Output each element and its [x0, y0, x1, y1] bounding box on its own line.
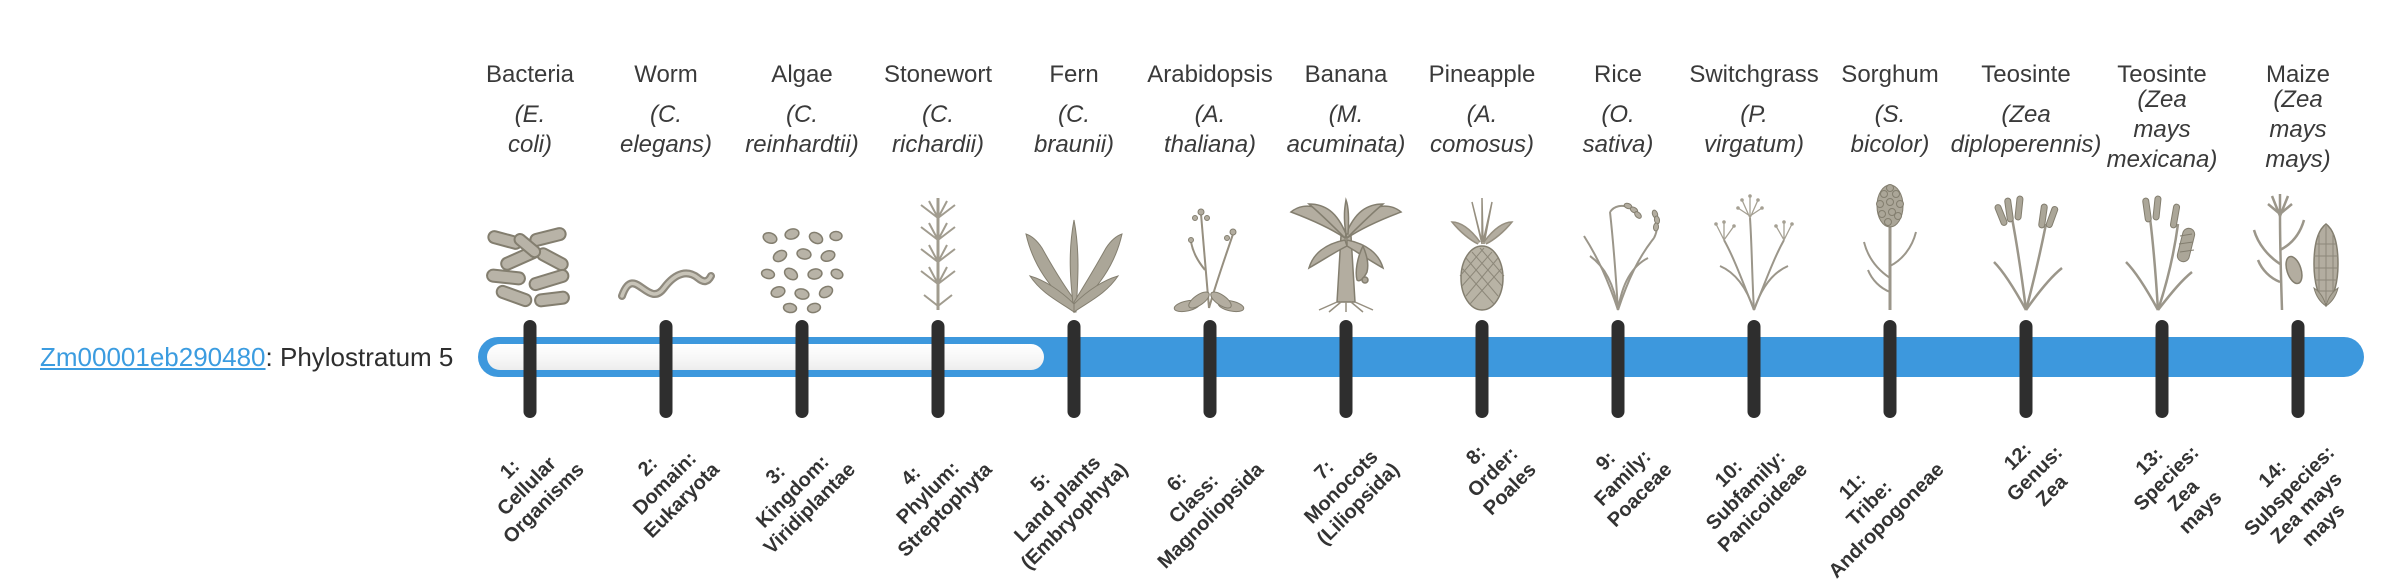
organism-common-name: Teosinte	[2117, 61, 2207, 88]
stonewort-engraving-illustration	[863, 176, 1013, 314]
timeline-tick	[523, 320, 537, 418]
teosinte2-engraving-illustration	[2087, 176, 2237, 314]
fern-engraving-illustration	[999, 176, 1149, 314]
organism-common-name: Worm	[634, 61, 698, 88]
algae-engraving-illustration	[727, 176, 877, 314]
organism-common-name: Rice	[1593, 61, 1643, 88]
gene-id-link[interactable]: Zm00001eb290480	[40, 341, 266, 372]
clade-label: 5: Land plants (Embryophyta)	[1010, 451, 1133, 574]
clade-label: 6: Class: Magnoliopsida	[1153, 458, 1269, 574]
organism-scientific-name: (M. acuminata)	[1286, 101, 1406, 158]
pineapple-engraving-illustration	[1407, 176, 1557, 314]
clade-label: 3: Kingdom: Viridiplantae	[752, 451, 861, 559]
maize-engraving-illustration	[2223, 176, 2373, 314]
arabidopsis-engraving-illustration	[1135, 176, 1285, 314]
gene-label: Zm00001eb290480: Phylostratum 5	[40, 337, 453, 377]
organism-common-name: Banana	[1304, 61, 1388, 88]
clade-label: 2: Domain: Eukaryota	[629, 447, 725, 543]
organism-scientific-name: (C. braunii)	[1033, 101, 1115, 158]
organism-common-name: Stonewort	[883, 61, 993, 88]
timeline-tick	[795, 320, 809, 418]
organism-scientific-name: (O. sativa)	[1582, 101, 1654, 158]
timeline-tick	[1067, 320, 1081, 418]
timeline-tick	[931, 320, 945, 418]
organism-common-name: Sorghum	[1841, 61, 1939, 88]
clade-label: 7: Monocots (Liliopsida)	[1300, 446, 1405, 550]
clade-label: 1: Cellular Organisms	[492, 452, 589, 549]
phylostratum-text: : Phylostratum 5	[265, 341, 454, 372]
organism-common-name: Bacteria	[485, 61, 575, 88]
timeline-tick	[2291, 320, 2305, 418]
organism-common-name: Algae	[771, 61, 833, 88]
timeline-tick	[2019, 320, 2033, 418]
clade-label: 12: Genus: Zea	[2000, 438, 2073, 511]
organism-scientific-name: (C. elegans)	[619, 101, 713, 158]
bacteria-engraving-illustration	[455, 176, 605, 314]
organism-common-name: Fern	[1049, 61, 1099, 88]
timeline-tick	[1203, 320, 1217, 418]
phylostratum-bar-unfilled	[487, 344, 1044, 370]
clade-label: 4: Phylum: Streptophyta	[892, 457, 997, 562]
organism-common-name: Switchgrass	[1689, 61, 1819, 88]
timeline-tick	[1475, 320, 1489, 418]
organism-scientific-name: (C. richardii)	[891, 101, 985, 158]
organism-scientific-name: (C. reinhardtii)	[745, 101, 859, 158]
timeline-tick	[1339, 320, 1353, 418]
organism-common-name: Maize	[2265, 61, 2331, 88]
organism-scientific-name: (Zea mays mexicana)	[2106, 86, 2218, 173]
organism-common-name: Pineapple	[1428, 61, 1536, 88]
rice-engraving-illustration	[1543, 176, 1693, 314]
teosinte-engraving-illustration	[1951, 176, 2101, 314]
organism-common-name: Arabidopsis	[1147, 61, 1273, 88]
worm-engraving-illustration	[591, 176, 741, 314]
clade-label: 9: Family: Poaceae	[1590, 445, 1677, 532]
organism-scientific-name: (Zea diploperennis)	[1950, 101, 2102, 158]
timeline-tick	[1883, 320, 1897, 418]
sorghum-engraving-illustration	[1815, 176, 1965, 314]
clade-label: 11: Tribe: Andropogoneae	[1824, 458, 1949, 580]
timeline-tick	[1611, 320, 1625, 418]
timeline-tick	[2155, 320, 2169, 418]
clade-label: 8: Order: Poales	[1461, 441, 1541, 520]
organism-scientific-name: (A. thaliana)	[1163, 101, 1257, 158]
clade-label: 13: Species: Zea mays	[2129, 441, 2227, 539]
organism-scientific-name: (Zea mays mays)	[2265, 86, 2331, 173]
timeline-tick	[659, 320, 673, 418]
organism-common-name: Teosinte	[1981, 61, 2071, 88]
switchgrass-engraving-illustration	[1679, 176, 1829, 314]
organism-scientific-name: (P. virgatum)	[1703, 101, 1805, 158]
organism-scientific-name: (S. bicolor)	[1850, 101, 1930, 158]
banana-engraving-illustration	[1271, 176, 1421, 314]
clade-label: 10: Subfamily: Panicoideae	[1702, 446, 1813, 557]
clade-label: 14: Subspecies: Zea mays mays	[2240, 441, 2350, 551]
organism-scientific-name: (E. coli)	[508, 101, 553, 158]
timeline-tick	[1747, 320, 1761, 418]
organism-scientific-name: (A. comosus)	[1429, 101, 1535, 158]
